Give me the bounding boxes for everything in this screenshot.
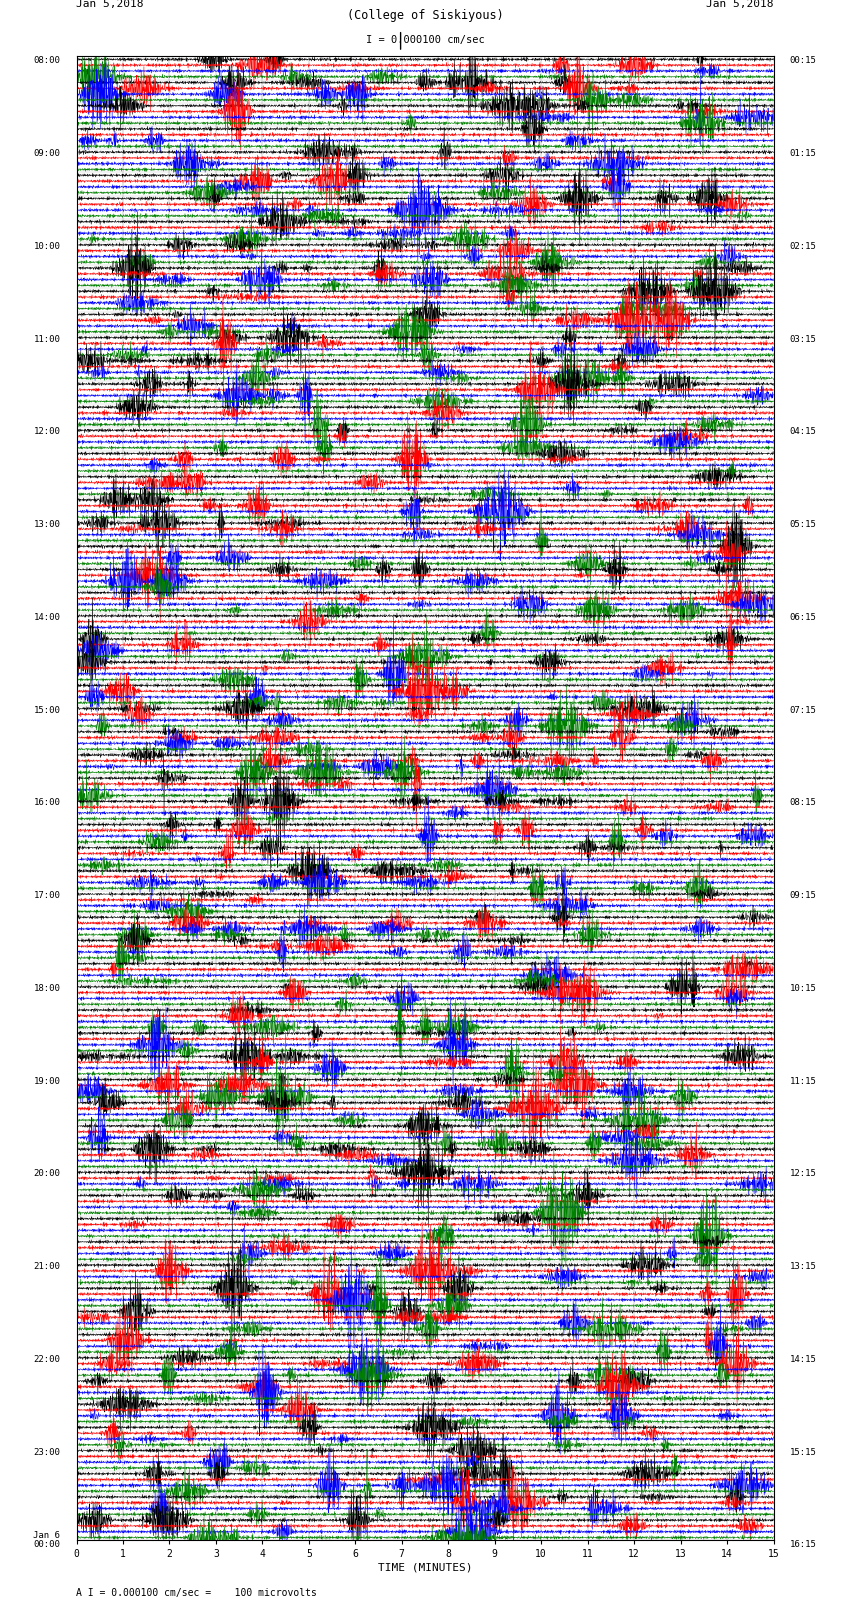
Text: 11:15: 11:15: [790, 1077, 817, 1086]
Text: 05:15: 05:15: [790, 521, 817, 529]
Text: 18:00: 18:00: [33, 984, 60, 994]
Text: 04:15: 04:15: [790, 427, 817, 437]
Text: 14:00: 14:00: [33, 613, 60, 623]
X-axis label: TIME (MINUTES): TIME (MINUTES): [377, 1563, 473, 1573]
Text: 01:15: 01:15: [790, 150, 817, 158]
Text: 08:00: 08:00: [33, 56, 60, 66]
Text: 15:00: 15:00: [33, 706, 60, 715]
Text: 19:00: 19:00: [33, 1077, 60, 1086]
Text: 13:00: 13:00: [33, 521, 60, 529]
Text: 11:00: 11:00: [33, 336, 60, 344]
Text: 22:00: 22:00: [33, 1355, 60, 1365]
Text: 16:15: 16:15: [790, 1540, 817, 1550]
Text: 07:15: 07:15: [790, 706, 817, 715]
Text: 16:00: 16:00: [33, 798, 60, 808]
Text: 23:00: 23:00: [33, 1448, 60, 1457]
Text: 00:15: 00:15: [790, 56, 817, 66]
Text: 09:15: 09:15: [790, 890, 817, 900]
Text: 09:00: 09:00: [33, 150, 60, 158]
Text: 12:00: 12:00: [33, 427, 60, 437]
Text: 17:00: 17:00: [33, 890, 60, 900]
Text: 06:15: 06:15: [790, 613, 817, 623]
Text: (College of Siskiyous): (College of Siskiyous): [347, 10, 503, 23]
Text: Jan 5,2018: Jan 5,2018: [76, 0, 144, 10]
Text: A I = 0.000100 cm/sec =    100 microvolts: A I = 0.000100 cm/sec = 100 microvolts: [76, 1587, 317, 1598]
Text: 03:15: 03:15: [790, 336, 817, 344]
Text: 10:15: 10:15: [790, 984, 817, 994]
Text: 12:15: 12:15: [790, 1169, 817, 1179]
Text: 10:00: 10:00: [33, 242, 60, 252]
Text: 00:00: 00:00: [33, 1540, 60, 1550]
Text: 15:15: 15:15: [790, 1448, 817, 1457]
Text: 20:00: 20:00: [33, 1169, 60, 1179]
Text: 13:15: 13:15: [790, 1261, 817, 1271]
Text: 21:00: 21:00: [33, 1261, 60, 1271]
Text: 14:15: 14:15: [790, 1355, 817, 1365]
Text: Jan 5,2018: Jan 5,2018: [706, 0, 774, 10]
Text: 02:15: 02:15: [790, 242, 817, 252]
Text: 08:15: 08:15: [790, 798, 817, 808]
Text: Jan 6: Jan 6: [33, 1531, 60, 1539]
Text: I = 0.000100 cm/sec: I = 0.000100 cm/sec: [366, 34, 484, 45]
